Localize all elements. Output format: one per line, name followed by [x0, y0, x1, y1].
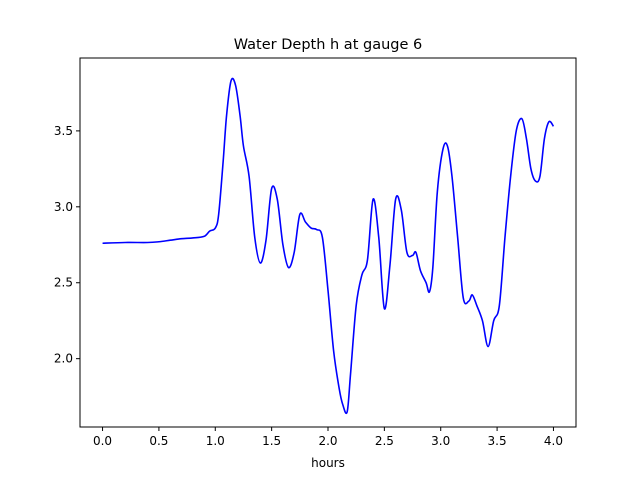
y-tick-label: 3.0 — [54, 200, 73, 214]
axis-ticks: 0.0 0.5 1.0 1.5 2.0 2.5 3.0 3.5 4.0 2.0 2.5 3.0 3.5 — [54, 124, 563, 448]
x-tick-label: 0.0 — [93, 434, 112, 448]
x-axis-label: hours — [311, 456, 345, 470]
y-tick-label: 3.5 — [54, 124, 73, 138]
plot-area — [102, 77, 555, 415]
axes-frame — [79, 57, 577, 428]
x-tick-label: 3.0 — [431, 434, 450, 448]
chart-title: Water Depth h at gauge 6 — [234, 37, 422, 53]
series-line-0 — [102, 77, 555, 415]
y-tick-label: 2.5 — [54, 276, 73, 290]
x-tick-label: 2.0 — [318, 434, 337, 448]
y-tick-label: 2.0 — [54, 352, 73, 366]
x-tick-label: 1.5 — [262, 434, 281, 448]
x-tick-label: 2.5 — [375, 434, 394, 448]
x-tick-label: 0.5 — [149, 434, 168, 448]
x-tick-label: 4.0 — [544, 434, 563, 448]
x-tick-label: 3.5 — [488, 434, 507, 448]
x-tick-label: 1.0 — [206, 434, 225, 448]
